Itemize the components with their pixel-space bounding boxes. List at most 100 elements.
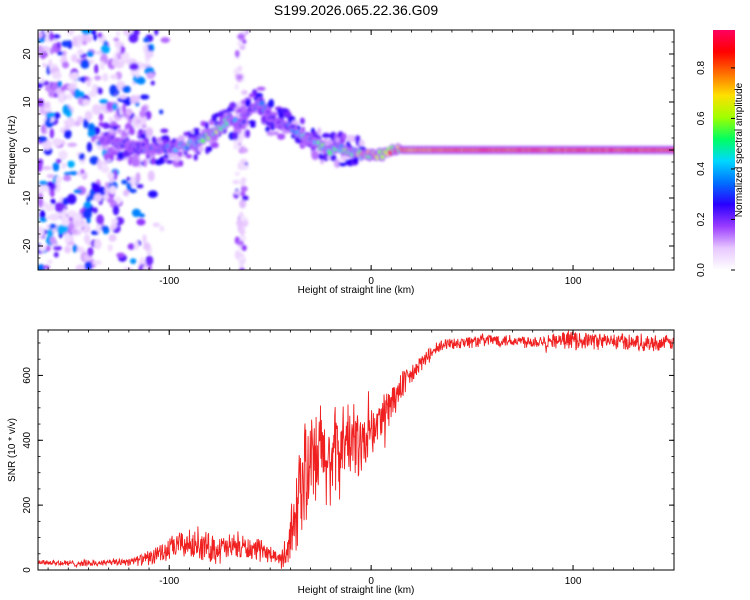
heatmap-ridge-halo [341,133,347,141]
heatmap-noise-blob [81,76,86,83]
heatmap-noise-blob [39,209,46,220]
heatmap-noise-blob [96,214,104,225]
heatmap-ridge-halo [204,121,209,131]
heatmap-ghost-blob [239,255,244,262]
heatmap-ridge-halo [160,135,169,141]
heatmap-noise-blob [141,124,147,129]
heatmap-noise-blob [38,107,46,116]
heatmap-noise-blob [135,172,141,183]
heatmap-noise-blob [45,84,51,92]
heatmap-noise-blob [125,108,133,116]
heatmap-noise-blob [97,32,103,39]
heatmap-noise-blob [64,232,71,244]
heatmap-noise-blob [92,260,102,266]
heatmap-noise-blob [38,180,48,186]
heatmap-ridge-cell [242,119,246,124]
heatmap-noise-blob [38,45,44,55]
heatmap-ghost-blob [239,226,245,237]
heatmap-noise-blob [112,103,118,111]
heatmap-ridge-halo [252,89,258,96]
heatmap-noise-blob [76,49,84,56]
heatmap-ghost-blob [234,171,241,177]
heatmap-noise-blob [38,98,45,108]
heatmap-noise-blob [58,150,68,160]
heatmap-noise-blob [68,171,79,176]
heatmap-noise-blob [108,234,117,242]
heatmap-noise-blob [57,80,62,88]
snr-frame [37,329,675,571]
heatmap-ghost-blob [239,158,248,164]
heatmap-noise-blob [106,101,114,111]
y-tick-label: 0 [22,147,33,153]
heatmap-noise-blob [41,185,50,192]
spectrogram-x-label: Height of straight line (km) [298,285,415,296]
heatmap-noise-blob [99,60,105,71]
colorbar-tick-label: 0.4 [696,162,707,176]
heatmap-ridge-cell [380,154,385,160]
heatmap-noise-blob [154,30,159,36]
heatmap-noise-blob [49,213,60,222]
heatmap-noise-blob [55,158,62,164]
heatmap-noise-blob [65,93,73,100]
heatmap-noise-blob [46,174,55,179]
heatmap-noise-blob [150,80,155,86]
heatmap-noise-blob [56,224,66,235]
heatmap-noise-blob [48,32,55,41]
heatmap-noise-blob [80,59,90,69]
heatmap-noise-blob [112,205,120,216]
heatmap-noise-blob [55,175,62,184]
heatmap-noise-blob [110,74,118,80]
heatmap-noise-blob [94,63,99,74]
heatmap-noise-blob [45,245,51,252]
heatmap-ridge-halo [200,120,206,127]
heatmap-noise-blob [127,243,136,250]
heatmap-ghost-blob [241,195,249,201]
heatmap-noise-blob [113,37,120,42]
heatmap-noise-blob [52,162,60,172]
y-tick-label: 10 [22,96,33,108]
colorbar-tick-label: 0.8 [696,61,707,75]
heatmap-noise-blob [144,110,152,120]
heatmap-noise-blob [135,94,140,104]
heatmap-noise-blob [64,245,72,254]
heatmap-ridge-halo [244,98,251,108]
heatmap-noise-blob [66,193,77,205]
heatmap-noise-blob [147,190,158,198]
heatmap-noise-blob [53,245,63,251]
heatmap-noise-blob [110,225,116,231]
spectrogram-y-label: Frequency (Hz) [7,116,18,185]
y-tick-label: -10 [22,190,33,205]
heatmap-noise-blob [38,82,43,89]
heatmap-noise-blob [86,80,92,88]
heatmap-noise-blob [81,41,88,46]
heatmap-ghost-blob [241,89,248,96]
heatmap-noise-blob [136,76,146,85]
heatmap-noise-blob [86,195,91,204]
y-tick-label: 200 [22,496,33,513]
heatmap-ridge-halo [132,153,140,160]
heatmap-ridge-halo [338,162,347,167]
heatmap-noise-blob [45,111,56,118]
heatmap-noise-blob [87,129,96,138]
heatmap-noise-blob [102,160,108,166]
heatmap-ghost-blob [234,250,241,260]
heatmap-ghost-blob [237,33,246,40]
heatmap-noise-blob [67,142,78,147]
heatmap-noise-blob [52,34,61,39]
y-tick-label: 0 [22,567,33,573]
heatmap-noise-blob [49,188,55,198]
heatmap-noise-blob [93,193,103,202]
heatmap-noise-blob [143,242,151,251]
heatmap-noise-blob [145,50,154,58]
heatmap-ridge-halo [145,127,154,137]
heatmap-noise-blob [56,41,61,49]
heatmap-noise-blob [91,182,101,193]
heatmap-noise-blob [52,137,62,147]
heatmap-noise-blob [47,259,53,264]
heatmap-ridge-halo [256,86,266,91]
heatmap-noise-blob [49,47,54,55]
heatmap-noise-blob [46,215,54,220]
y-tick-label: 20 [22,48,33,60]
